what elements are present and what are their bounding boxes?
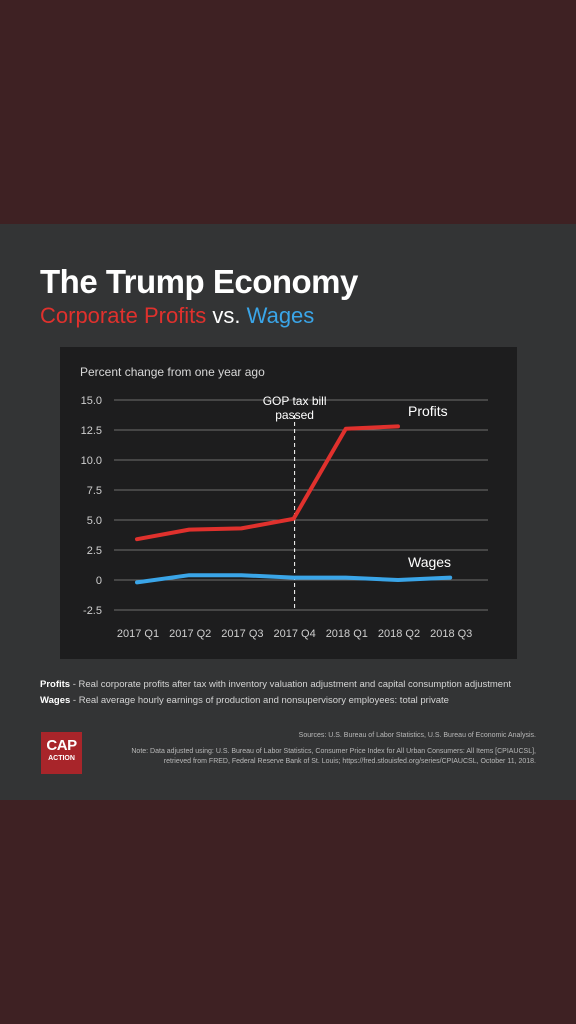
- y-tick-label: 5.0: [87, 515, 102, 527]
- x-tick-label: 2017 Q1: [117, 628, 159, 640]
- y-tick-label: -2.5: [83, 605, 102, 617]
- x-tick-labels: 2017 Q1 2017 Q2 2017 Q3 2017 Q4 2018 Q1 2018 …: [117, 628, 472, 640]
- page-subtitle: Corporate Profits vs. Wages: [40, 302, 314, 330]
- adjustment-note-line1: Note: Data adjusted using: U.S. Bureau o…: [131, 748, 536, 755]
- x-tick-label: 2017 Q2: [169, 628, 211, 640]
- y-tick-label: 12.5: [81, 425, 102, 437]
- wages-line: [135, 573, 453, 585]
- wages-series-label: Wages: [408, 554, 451, 570]
- series-labels: Profits Wages: [408, 403, 451, 570]
- tax-bill-label-line2: passed: [275, 408, 314, 422]
- tax-bill-label-line1: GOP tax bill: [263, 394, 327, 408]
- subtitle-wages: Wages: [246, 303, 315, 328]
- series-lines: [135, 424, 453, 585]
- y-tick-label: 2.5: [87, 545, 102, 557]
- y-tick-labels: 15.0 12.5 10.0 7.5 5.0 2.5 0 -2.5: [81, 395, 102, 617]
- x-tick-label: 2018 Q1: [326, 628, 368, 640]
- subtitle-profits: Corporate Profits: [40, 303, 207, 328]
- profits-definition-term: Profits: [40, 679, 71, 690]
- logo-cap-text: CAP: [46, 737, 77, 754]
- y-tick-label: 0: [96, 575, 102, 587]
- adjustment-note-line2: retrieved from FRED, Federal Reserve Ban…: [163, 758, 536, 765]
- profits-line: [135, 424, 400, 542]
- x-tick-label: 2017 Q3: [221, 628, 263, 640]
- profits-definition-text: - Real corporate profits after tax with …: [70, 679, 512, 690]
- x-tick-label: 2018 Q2: [378, 628, 420, 640]
- subtitle-vs: vs.: [206, 303, 247, 328]
- wages-definition-term: Wages: [40, 695, 71, 706]
- y-axis-label: Percent change from one year ago: [80, 365, 265, 379]
- y-tick-label: 15.0: [81, 395, 102, 407]
- y-tick-label: 10.0: [81, 455, 102, 467]
- x-tick-label: 2017 Q4: [273, 628, 315, 640]
- sources-note: Sources: U.S. Bureau of Labor Statistics…: [298, 732, 536, 739]
- wages-definition-text: - Real average hourly earnings of produc…: [70, 695, 449, 706]
- line-chart: Percent change from one year ago 15.0 12.…: [80, 365, 488, 640]
- profits-definition: Profits - Real corporate profits after t…: [40, 678, 511, 691]
- x-tick-label: 2018 Q3: [430, 628, 472, 640]
- chart-container: Percent change from one year ago 15.0 12.…: [60, 347, 517, 659]
- y-tick-label: 7.5: [87, 485, 102, 497]
- wages-definition: Wages - Real average hourly earnings of …: [40, 694, 449, 707]
- cap-action-logo: CAP ACTION: [41, 732, 82, 774]
- page-title: The Trump Economy: [40, 263, 358, 300]
- logo-action-text: ACTION: [48, 755, 75, 762]
- profits-series-label: Profits: [408, 403, 448, 419]
